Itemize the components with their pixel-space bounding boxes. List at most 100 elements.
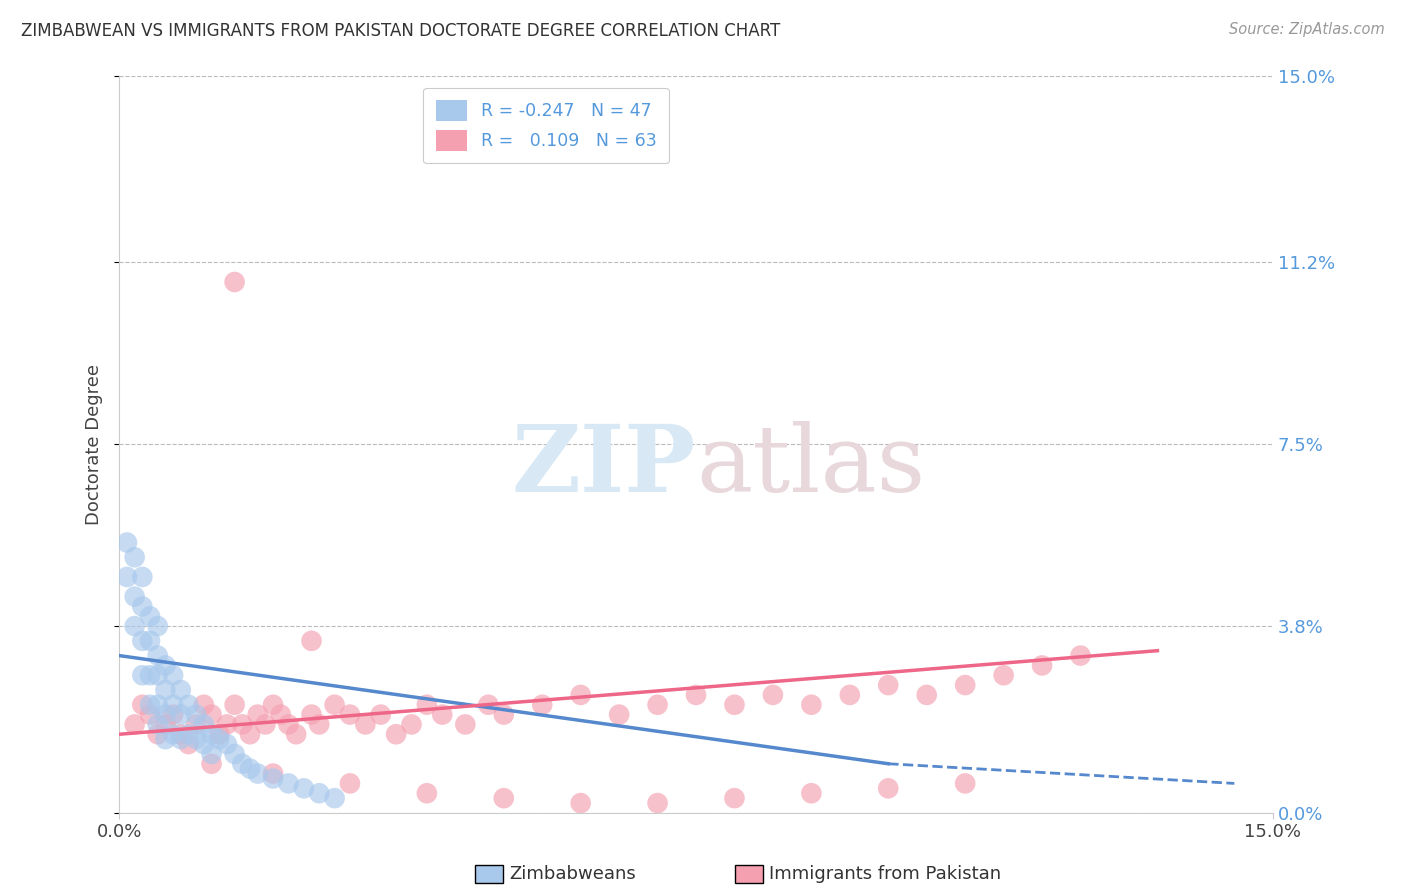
Point — [215, 737, 238, 751]
Point — [200, 756, 222, 771]
Point — [124, 550, 146, 565]
Point — [139, 609, 162, 624]
Point — [146, 648, 169, 663]
Point — [155, 732, 177, 747]
Point — [200, 727, 222, 741]
Point — [246, 766, 269, 780]
Point — [115, 570, 138, 584]
Point — [800, 786, 823, 800]
Point — [953, 776, 976, 790]
Point — [208, 732, 231, 747]
Point — [177, 727, 200, 741]
Point — [416, 698, 439, 712]
Point — [262, 772, 284, 786]
Point — [492, 791, 515, 805]
Point — [262, 766, 284, 780]
Text: ZIMBABWEAN VS IMMIGRANTS FROM PAKISTAN DOCTORATE DEGREE CORRELATION CHART: ZIMBABWEAN VS IMMIGRANTS FROM PAKISTAN D… — [21, 22, 780, 40]
Point — [1070, 648, 1092, 663]
Point — [385, 727, 408, 741]
Point — [124, 590, 146, 604]
Point — [231, 756, 253, 771]
Point — [354, 717, 377, 731]
Text: Immigrants from Pakistan: Immigrants from Pakistan — [769, 865, 1001, 883]
Point — [877, 678, 900, 692]
Point — [155, 683, 177, 698]
Point — [193, 698, 215, 712]
Point — [131, 633, 153, 648]
Point — [131, 599, 153, 614]
Point — [200, 747, 222, 761]
Point — [170, 727, 193, 741]
Point — [239, 762, 262, 776]
Point — [155, 707, 177, 722]
Point — [170, 707, 193, 722]
Text: Zimbabweans: Zimbabweans — [509, 865, 636, 883]
Point — [146, 698, 169, 712]
Point — [170, 683, 193, 698]
Point — [139, 668, 162, 682]
Point — [301, 707, 323, 722]
Point — [993, 668, 1015, 682]
Point — [146, 727, 169, 741]
Point — [953, 678, 976, 692]
Point — [277, 776, 299, 790]
Point — [370, 707, 392, 722]
Point — [647, 796, 669, 810]
Point — [162, 727, 184, 741]
Point — [124, 717, 146, 731]
Point — [170, 732, 193, 747]
Legend: R = -0.247   N = 47, R =   0.109   N = 63: R = -0.247 N = 47, R = 0.109 N = 63 — [423, 88, 669, 163]
Point — [186, 717, 208, 731]
Point — [262, 698, 284, 712]
Point — [186, 732, 208, 747]
Point — [323, 698, 346, 712]
Point — [124, 619, 146, 633]
Point — [224, 698, 246, 712]
Point — [477, 698, 499, 712]
Point — [877, 781, 900, 796]
Point — [177, 698, 200, 712]
Point — [224, 747, 246, 761]
Point — [239, 727, 262, 741]
Point — [277, 717, 299, 731]
Point — [231, 717, 253, 731]
Point — [569, 796, 592, 810]
Point — [155, 717, 177, 731]
Point — [177, 737, 200, 751]
Point — [146, 619, 169, 633]
Point — [200, 707, 222, 722]
Point — [246, 707, 269, 722]
Point — [224, 275, 246, 289]
Point — [139, 633, 162, 648]
Text: ZIP: ZIP — [512, 421, 696, 511]
Point — [292, 781, 315, 796]
Text: Source: ZipAtlas.com: Source: ZipAtlas.com — [1229, 22, 1385, 37]
Point — [401, 717, 423, 731]
Point — [492, 707, 515, 722]
Point — [131, 668, 153, 682]
Point — [569, 688, 592, 702]
Point — [915, 688, 938, 702]
Point — [339, 707, 361, 722]
Text: atlas: atlas — [696, 421, 925, 511]
Point — [139, 698, 162, 712]
Point — [254, 717, 277, 731]
Point — [193, 717, 215, 731]
Point — [146, 668, 169, 682]
Point — [193, 737, 215, 751]
Point — [285, 727, 308, 741]
Point — [155, 658, 177, 673]
Point — [685, 688, 707, 702]
Point — [146, 717, 169, 731]
Point — [215, 717, 238, 731]
Point — [762, 688, 785, 702]
Point — [131, 570, 153, 584]
Point — [416, 786, 439, 800]
Point — [270, 707, 292, 722]
Point — [323, 791, 346, 805]
Point — [162, 707, 184, 722]
Point — [308, 717, 330, 731]
Point — [800, 698, 823, 712]
Point — [838, 688, 860, 702]
Point — [139, 707, 162, 722]
